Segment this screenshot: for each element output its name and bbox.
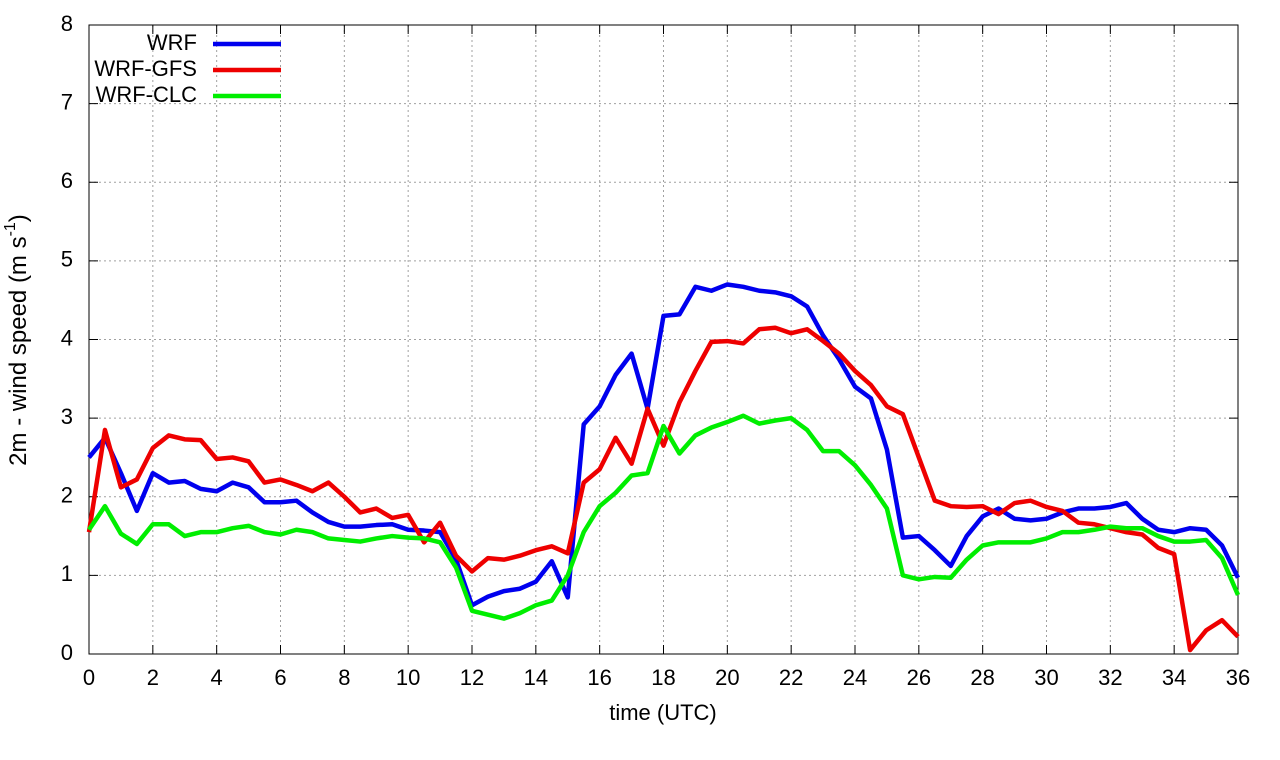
x-tick-label: 20 bbox=[715, 665, 739, 690]
x-tick-label: 30 bbox=[1034, 665, 1058, 690]
data-line bbox=[87, 282, 1241, 608]
x-tick-label: 24 bbox=[843, 665, 867, 690]
y-tick-label: 4 bbox=[61, 325, 73, 350]
data-line bbox=[86, 325, 1240, 653]
x-tick-label: 32 bbox=[1098, 665, 1122, 690]
y-tick-label: 8 bbox=[61, 11, 73, 36]
x-tick-label: 18 bbox=[651, 665, 675, 690]
y-axis-label: 2m - wind speed (m s-1) bbox=[2, 214, 32, 466]
data-line bbox=[87, 413, 1241, 621]
x-tick-label: 36 bbox=[1226, 665, 1250, 690]
y-tick-label: 3 bbox=[61, 404, 73, 429]
y-label-main: 2m - wind speed (m s bbox=[5, 236, 32, 465]
x-tick-label: 0 bbox=[83, 665, 95, 690]
y-tick-label: 5 bbox=[61, 247, 73, 272]
x-tick-label: 34 bbox=[1162, 665, 1186, 690]
x-tick-label: 26 bbox=[907, 665, 931, 690]
x-tick-label: 16 bbox=[587, 665, 611, 690]
x-tick-label: 12 bbox=[460, 665, 484, 690]
y-tick-label: 0 bbox=[61, 640, 73, 665]
y-tick-label: 2 bbox=[61, 483, 73, 508]
x-tick-label: 6 bbox=[274, 665, 286, 690]
x-tick-label: 2 bbox=[147, 665, 159, 690]
x-tick-label: 8 bbox=[338, 665, 350, 690]
legend-label: WRF-CLC bbox=[96, 82, 198, 107]
x-tick-label: 10 bbox=[396, 665, 420, 690]
x-tick-label: 22 bbox=[779, 665, 803, 690]
x-axis-label: time (UTC) bbox=[609, 700, 717, 725]
legend-label: WRF-GFS bbox=[94, 56, 197, 81]
x-tick-label: 14 bbox=[524, 665, 548, 690]
y-tick-label: 7 bbox=[61, 89, 73, 114]
y-label-end: ) bbox=[5, 214, 32, 222]
plot-frame bbox=[88, 24, 1239, 655]
x-tick-label: 28 bbox=[970, 665, 994, 690]
y-tick-label: 1 bbox=[61, 561, 73, 586]
y-tick-label: 6 bbox=[61, 168, 73, 193]
y-label-sup: -1 bbox=[2, 222, 19, 236]
legend-label: WRF bbox=[147, 30, 197, 55]
x-tick-label: 4 bbox=[211, 665, 223, 690]
